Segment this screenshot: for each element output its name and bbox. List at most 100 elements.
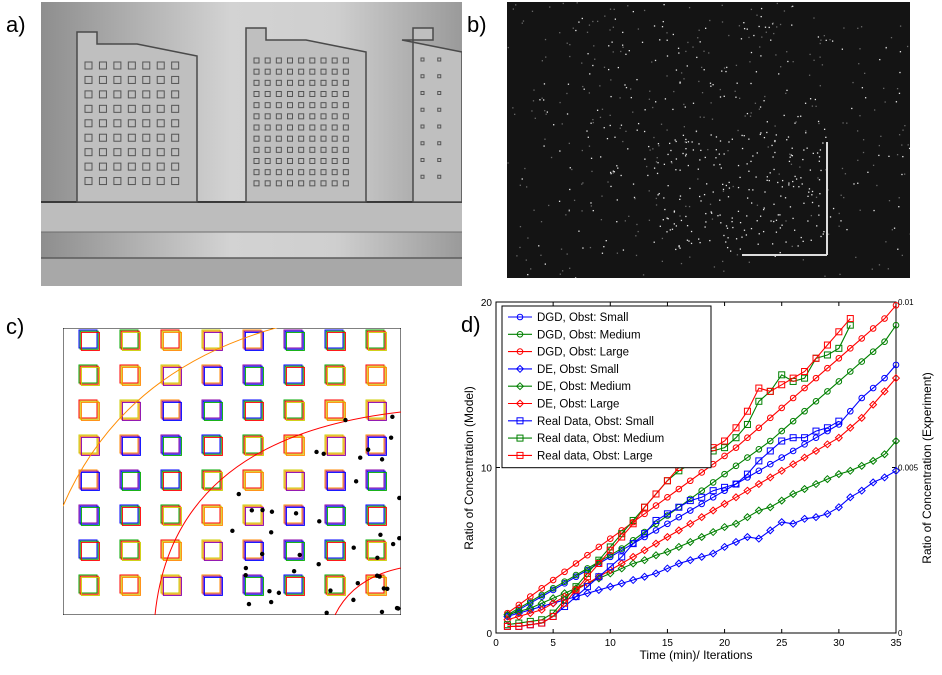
particle (566, 42, 568, 44)
particle (543, 145, 545, 147)
particle (809, 169, 812, 171)
obstacle (80, 471, 100, 491)
particle (903, 173, 906, 175)
chamber-pillar (156, 177, 165, 186)
particle (811, 201, 814, 204)
data-point (640, 556, 649, 565)
data-point (663, 477, 671, 485)
obstacle (120, 575, 140, 595)
particle (819, 85, 821, 87)
particle (902, 155, 904, 158)
particle (722, 188, 725, 191)
particle (381, 586, 387, 591)
particle (269, 509, 275, 514)
obstacle (324, 504, 344, 524)
particle (775, 134, 777, 136)
particle (691, 141, 693, 143)
particle (750, 51, 753, 54)
obstacle-grid (78, 329, 387, 596)
data-point (686, 556, 695, 565)
particle (636, 223, 638, 226)
particle (678, 52, 680, 54)
chamber-pillar (113, 104, 122, 113)
obstacle (326, 471, 346, 491)
chamber-pillar (298, 158, 305, 164)
chamber-pillar (264, 57, 271, 64)
particle (901, 144, 903, 146)
particle (620, 50, 622, 53)
particle (807, 195, 809, 197)
chamber-pillar (298, 180, 305, 187)
particle (809, 98, 812, 100)
obstacle (284, 330, 304, 350)
particle (673, 90, 675, 93)
particle (821, 64, 824, 66)
particle (657, 143, 660, 145)
data-point (583, 573, 591, 581)
particle (773, 32, 775, 35)
data-point (755, 457, 763, 465)
particle (544, 263, 546, 265)
data-point (640, 546, 649, 555)
particle (617, 167, 619, 169)
obstacle (203, 506, 223, 526)
particle (901, 173, 903, 176)
particle (573, 199, 576, 202)
particle (751, 202, 753, 204)
particle (616, 252, 619, 254)
particle (581, 183, 583, 185)
particle (749, 61, 751, 63)
panel-label-b: b) (467, 12, 487, 37)
particle (545, 56, 547, 58)
obstacle (120, 400, 140, 420)
data-point (846, 368, 854, 375)
chamber-pillar (309, 68, 316, 75)
particle (769, 172, 771, 174)
particle (705, 221, 707, 223)
chamber-pillar (171, 75, 180, 84)
particle (759, 46, 761, 48)
particle (721, 21, 724, 23)
particle (698, 80, 700, 83)
particle (538, 245, 540, 247)
particle (679, 198, 681, 201)
particle (731, 220, 733, 223)
particle (379, 457, 385, 462)
data-point (801, 441, 808, 448)
chamber-pillar (253, 169, 260, 176)
data-point (755, 384, 763, 392)
chamber-pillar (320, 113, 327, 120)
particle (507, 162, 509, 164)
particle (603, 127, 605, 129)
particle (884, 101, 886, 103)
particle (717, 215, 719, 217)
legend-swatch-marker (516, 348, 524, 355)
particle (819, 42, 821, 45)
obstacle (80, 366, 100, 386)
chamber-pillar (171, 148, 180, 157)
particle (804, 102, 807, 104)
particle (818, 214, 820, 216)
particle (872, 164, 875, 167)
particle (756, 14, 758, 16)
particle (727, 196, 730, 198)
particle (562, 2, 564, 5)
data-point (880, 450, 889, 459)
particle (651, 61, 653, 63)
chamber-pillar (320, 169, 327, 176)
obstacle (243, 330, 263, 350)
particle (696, 56, 698, 59)
chamber-pillar (331, 68, 338, 75)
data-point (754, 534, 763, 543)
chamber-pillar (98, 104, 107, 113)
particle (885, 241, 887, 243)
obstacle (324, 364, 344, 384)
data-point (686, 537, 695, 547)
particle (758, 233, 760, 235)
particle (343, 417, 348, 423)
data-point (514, 607, 523, 616)
particle (569, 188, 571, 191)
chamber-pillar (287, 135, 293, 142)
particle (592, 64, 594, 67)
particle (792, 185, 795, 188)
